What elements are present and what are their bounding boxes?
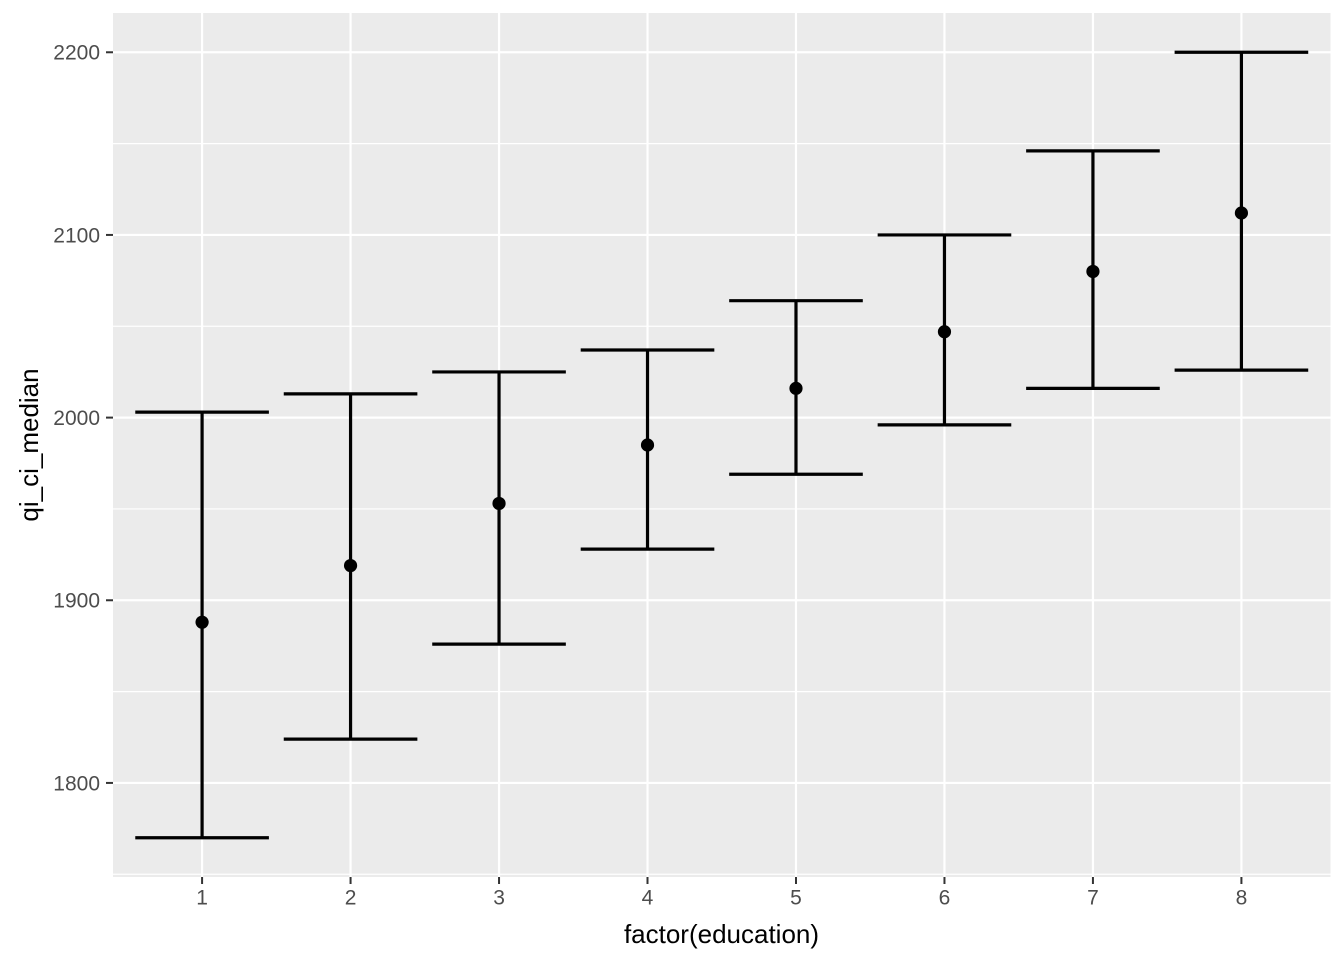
y-tick-label: 2000 — [53, 407, 100, 430]
x-tick-label: 6 — [939, 886, 951, 909]
median-point — [640, 438, 655, 452]
plot-panel — [113, 13, 1331, 877]
median-point — [937, 325, 952, 339]
x-tick-label: 5 — [790, 886, 802, 909]
median-point — [343, 558, 358, 573]
y-tick-label: 1800 — [53, 772, 100, 795]
median-point — [1234, 206, 1249, 220]
x-tick-label: 4 — [642, 886, 654, 909]
y-axis-title: qi_ci_median — [14, 368, 44, 522]
median-point — [492, 496, 506, 511]
x-tick-label: 7 — [1087, 886, 1099, 909]
y-tick-label: 1900 — [53, 590, 100, 613]
x-tick-label: 8 — [1236, 886, 1248, 909]
y-tick-label: 2100 — [53, 224, 100, 247]
y-tick-label: 2200 — [53, 42, 100, 65]
x-tick-label: 2 — [345, 886, 357, 909]
x-tick-label: 1 — [196, 886, 208, 909]
x-tick-label: 3 — [493, 886, 505, 909]
median-point — [789, 381, 803, 395]
median-point — [1086, 264, 1100, 279]
x-axis-title: factor(education) — [623, 919, 820, 949]
median-point — [195, 615, 209, 629]
